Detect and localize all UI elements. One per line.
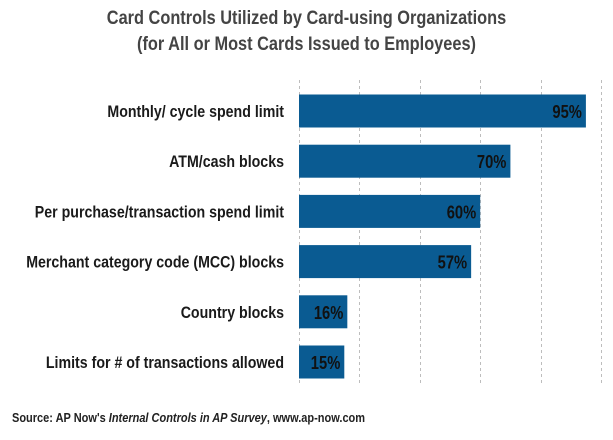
bars bbox=[299, 94, 586, 379]
category-labels: Monthly/ cycle spend limit ATM/cash block… bbox=[26, 103, 284, 372]
chart-title: Card Controls Utilized by Card-using Org… bbox=[106, 8, 507, 29]
value-label: 15% bbox=[311, 353, 341, 373]
chart-title-block: Card Controls Utilized by Card-using Org… bbox=[0, 6, 613, 58]
gridlines bbox=[299, 80, 602, 385]
bar bbox=[299, 94, 586, 128]
value-label: 57% bbox=[438, 253, 468, 273]
bar bbox=[299, 144, 511, 178]
bar bbox=[299, 295, 348, 329]
source-prefix: Source: AP Now's bbox=[12, 411, 109, 425]
source-note: Source: AP Now's Internal Controls in AP… bbox=[12, 411, 365, 425]
source-suffix: , www.ap-now.com bbox=[266, 411, 366, 425]
bar bbox=[299, 345, 345, 379]
category-label: Monthly/ cycle spend limit bbox=[107, 103, 284, 121]
value-label: 95% bbox=[552, 102, 582, 122]
value-label: 16% bbox=[314, 303, 344, 323]
value-label: 70% bbox=[477, 152, 507, 172]
bar bbox=[299, 245, 472, 279]
value-labels: 95% 70% 60% 57% 16% 15% bbox=[311, 102, 582, 373]
category-label: Limits for # of transactions allowed bbox=[46, 354, 284, 372]
value-label: 60% bbox=[447, 202, 477, 222]
category-label: Merchant category code (MCC) blocks bbox=[26, 254, 284, 272]
chart-subtitle: (for All or Most Cards Issued to Employe… bbox=[137, 34, 476, 55]
category-label: Country blocks bbox=[181, 304, 284, 322]
category-label: ATM/cash blocks bbox=[169, 153, 284, 171]
bar bbox=[299, 194, 481, 228]
category-label: Per purchase/transaction spend limit bbox=[35, 203, 285, 221]
source-survey-name: Internal Controls in AP Survey bbox=[108, 411, 267, 425]
